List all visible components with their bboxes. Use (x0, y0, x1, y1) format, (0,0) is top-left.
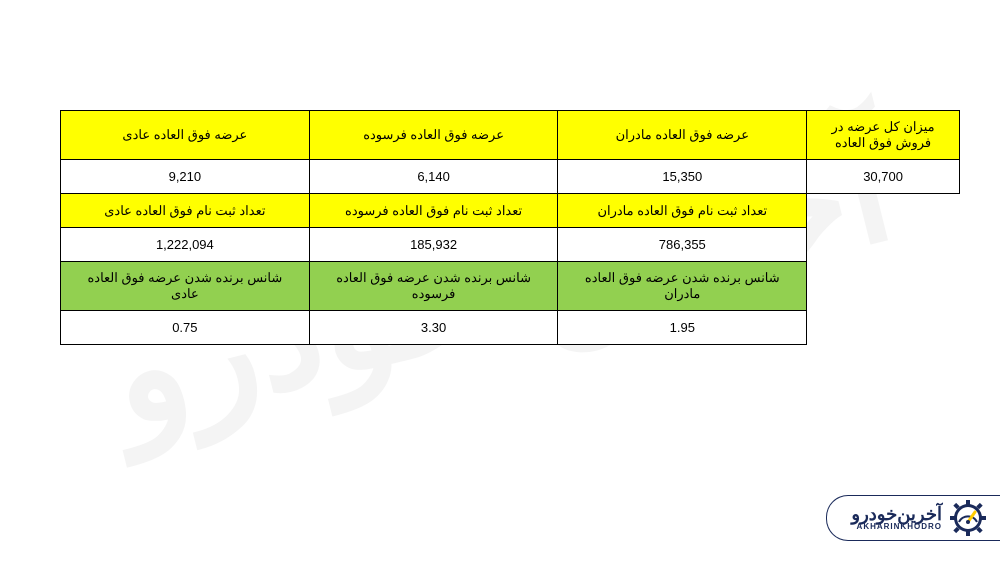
hdr-reg-regular: تعداد ثبت نام فوق العاده عادی (61, 194, 310, 228)
hdr-chance-regular: شانس برنده شدن عرضه فوق العاده عادی (61, 262, 310, 311)
val-chance-scrap: 3.30 (309, 311, 558, 345)
data-table-container: میزان کل عرضه در فروش فوق العاده عرضه فو… (60, 110, 960, 345)
brand-logo: آخرین‌خودرو AKHARINKHODRO (826, 495, 1000, 541)
hdr-total-supply: میزان کل عرضه در فروش فوق العاده (807, 111, 960, 160)
supply-table: میزان کل عرضه در فروش فوق العاده عرضه فو… (60, 110, 960, 345)
hdr-supply-mothers: عرضه فوق العاده مادران (558, 111, 807, 160)
val-reg-regular: 1,222,094 (61, 228, 310, 262)
logo-text-fa: آخرین‌خودرو (851, 505, 942, 523)
val-chance-regular: 0.75 (61, 311, 310, 345)
val-reg-scrap: 185,932 (309, 228, 558, 262)
hdr-reg-scrap: تعداد ثبت نام فوق العاده فرسوده (309, 194, 558, 228)
hdr-reg-mothers: تعداد ثبت نام فوق العاده مادران (558, 194, 807, 228)
logo-text: آخرین‌خودرو AKHARINKHODRO (851, 505, 942, 531)
val-total-supply: 30,700 (807, 160, 960, 194)
hdr-chance-mothers: شانس برنده شدن عرضه فوق العاده مادران (558, 262, 807, 311)
val-supply-mothers: 15,350 (558, 160, 807, 194)
hdr-supply-scrap: عرضه فوق العاده فرسوده (309, 111, 558, 160)
gear-gauge-icon (948, 498, 988, 538)
val-reg-mothers: 786,355 (558, 228, 807, 262)
val-chance-mothers: 1.95 (558, 311, 807, 345)
hdr-supply-regular: عرضه فوق العاده عادی (61, 111, 310, 160)
val-supply-scrap: 6,140 (309, 160, 558, 194)
val-supply-regular: 9,210 (61, 160, 310, 194)
logo-text-en: AKHARINKHODRO (857, 523, 942, 531)
hdr-chance-scrap: شانس برنده شدن عرضه فوق العاده فرسوده (309, 262, 558, 311)
